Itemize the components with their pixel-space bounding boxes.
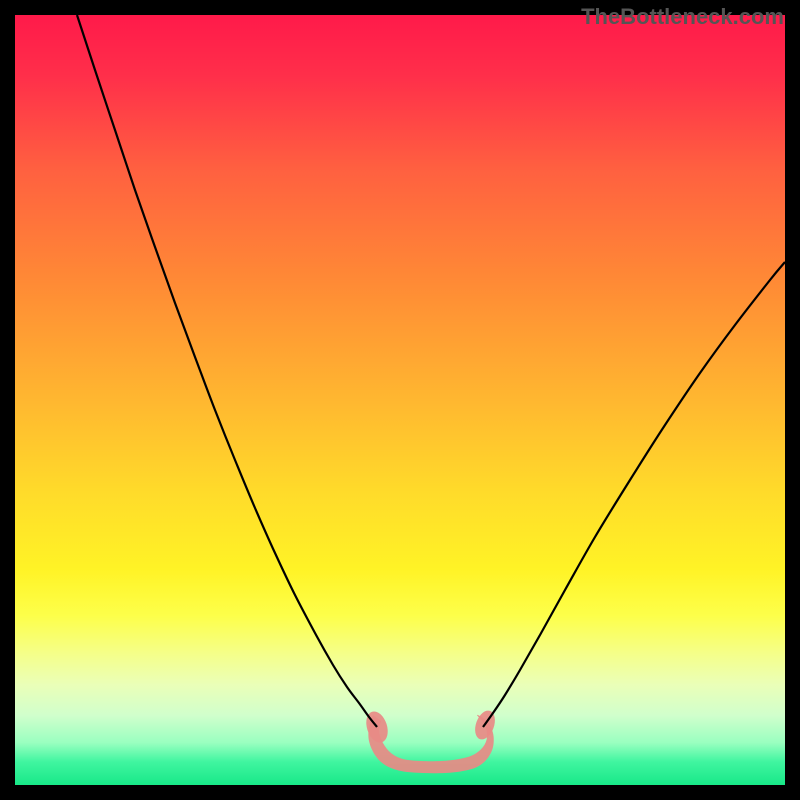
right-performance-curve [483, 262, 785, 727]
watermark-text: TheBottleneck.com [581, 4, 784, 30]
optimal-region-blob [368, 715, 493, 773]
left-performance-curve [77, 15, 377, 727]
plot-area [15, 15, 785, 785]
bottleneck-curve-layer [15, 15, 785, 785]
